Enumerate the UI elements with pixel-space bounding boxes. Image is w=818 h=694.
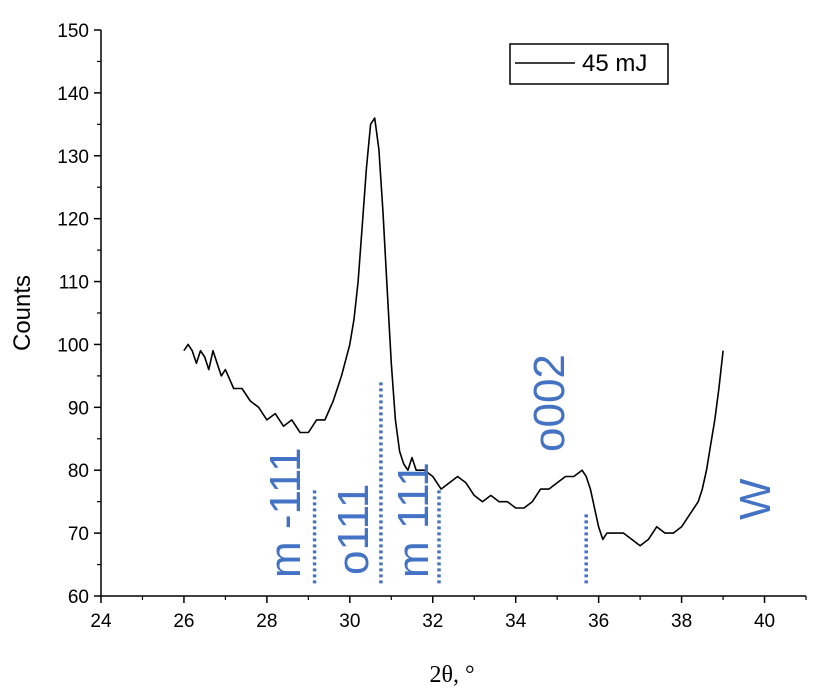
- x-tick-label: 26: [173, 611, 194, 632]
- y-tick-label: 150: [57, 21, 89, 42]
- y-tick-label: 120: [57, 210, 89, 231]
- peak-label: o002: [525, 354, 574, 452]
- x-axis-label: 2θ, °: [429, 662, 474, 688]
- y-tick-label: 70: [68, 524, 89, 545]
- legend-label: 45 mJ: [582, 50, 647, 77]
- series-line: [183, 117, 724, 547]
- y-tick-label: 80: [68, 461, 89, 482]
- peak-label: o111: [329, 484, 378, 575]
- x-tick-label: 24: [90, 611, 112, 632]
- peak-markers: [312, 382, 588, 584]
- y-tick-label: 110: [59, 273, 89, 294]
- legend-box: [509, 43, 669, 85]
- plot-frame: [100, 30, 806, 597]
- y-tick-label: 60: [68, 587, 89, 608]
- x-tick-label: 28: [256, 611, 277, 632]
- x-tick-label: 40: [754, 611, 775, 632]
- y-tick-label: 130: [57, 147, 89, 168]
- x-tick-label: 38: [671, 611, 692, 632]
- peak-label: W: [731, 478, 780, 520]
- x-tick-label: 34: [505, 611, 527, 632]
- legend: 45 mJ: [509, 43, 669, 85]
- y-tick-label: 140: [57, 84, 89, 105]
- peak-label: m 111: [389, 462, 438, 578]
- x-tick-label: 32: [422, 611, 443, 632]
- peak-label: m -111: [261, 448, 310, 578]
- y-axis-label: Counts: [9, 275, 36, 351]
- x-tick-label: 36: [588, 611, 609, 632]
- y-axis: 60 70 80 90 100 110 120 130 140 150: [57, 21, 101, 608]
- y-tick-label: 90: [68, 398, 89, 419]
- x-axis: 24 26 28 30 32 34 36 38 40: [90, 596, 807, 632]
- y-tick-label: 100: [57, 335, 89, 356]
- peak-labels: m -111 o111 m 111 o002 W: [261, 354, 780, 578]
- x-tick-label: 30: [339, 611, 360, 632]
